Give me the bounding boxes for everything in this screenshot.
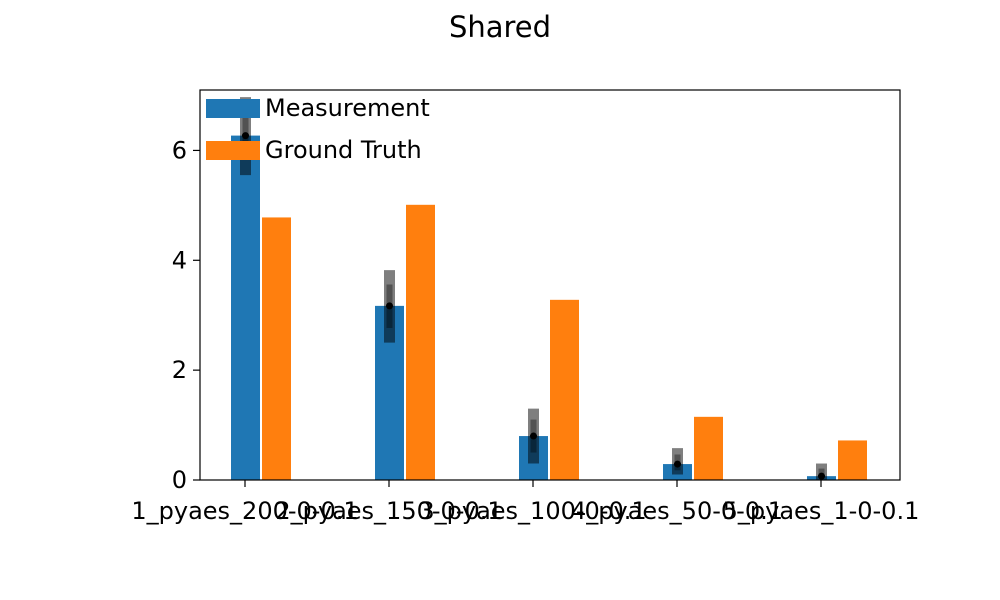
legend-label: Measurement xyxy=(265,94,430,122)
ground-truth-bar xyxy=(262,217,291,480)
chart-title: Shared xyxy=(449,10,551,44)
x-tick-label: 2_pyaes_150-0-0.1 xyxy=(275,497,502,525)
plot-area xyxy=(231,97,867,481)
legend: Measurement Ground Truth xyxy=(206,94,430,164)
ground-truth-bar xyxy=(694,416,723,480)
y-tick-label: 0 xyxy=(172,466,187,494)
x-tick-label: 3_pyaes_100-0-0.1 xyxy=(419,497,646,525)
error-bar-point xyxy=(674,460,681,468)
x-tick-label: 1_pyaes_200-0-0.1 xyxy=(131,497,358,525)
error-bar-point xyxy=(386,302,393,310)
x-tick-label: 5_pyaes_1-0-0.1 xyxy=(723,497,920,525)
measurement-bar xyxy=(231,135,260,480)
error-bar-point xyxy=(818,472,825,480)
ground-truth-bar xyxy=(550,299,579,480)
axes-frame xyxy=(199,89,901,481)
y-tick-label: 6 xyxy=(172,136,187,164)
ground-truth-bar xyxy=(406,204,435,481)
legend-swatch xyxy=(206,99,260,118)
axes: 0 2 4 6 1_pyaes_200-0-0.12_pyaes_150-0-0.13_… xyxy=(131,89,920,525)
error-bar-point xyxy=(530,432,537,440)
ground-truth-bar xyxy=(838,440,867,480)
y-tick-label: 2 xyxy=(172,356,187,384)
legend-label: Ground Truth xyxy=(265,136,422,164)
y-tick-label: 4 xyxy=(172,246,187,274)
x-tick-label: 4_pyaes_50-0-0.1 xyxy=(571,497,783,525)
error-bar-point xyxy=(242,132,249,140)
legend-swatch xyxy=(206,141,260,160)
